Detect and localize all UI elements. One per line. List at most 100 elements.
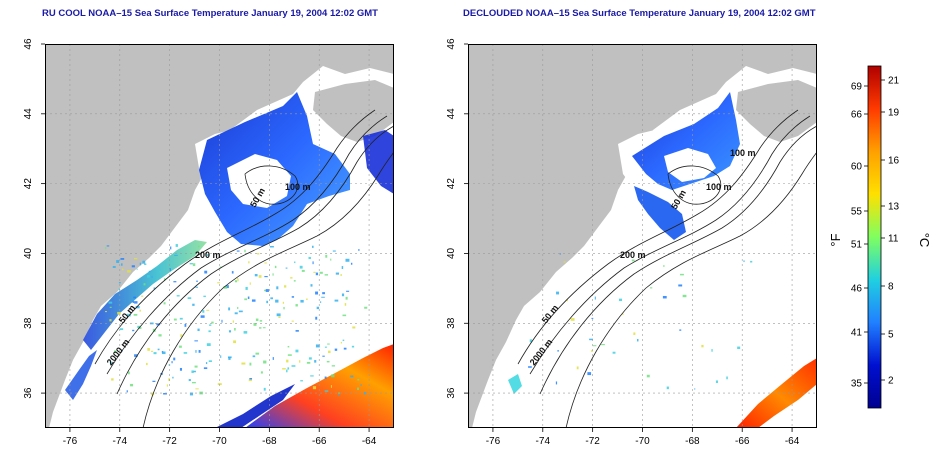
- sst-pixel: [253, 323, 257, 326]
- sst-pixel: [206, 254, 210, 257]
- sst-pixel: [618, 298, 623, 302]
- sst-pixel: [315, 344, 320, 348]
- sst-pixel: [183, 352, 188, 354]
- sst-pixel: [133, 296, 136, 299]
- sst-pixel: [327, 343, 330, 345]
- sst-pixel: [737, 346, 741, 349]
- gulf-stream-edge: [215, 384, 295, 428]
- sst-pixel: [208, 360, 212, 362]
- x-tick-label: -66: [312, 436, 327, 447]
- celsius-tick-label: 11: [888, 234, 899, 245]
- sst-pixel: [105, 311, 107, 313]
- sst-pixel: [343, 347, 347, 350]
- sst-pixel: [234, 280, 238, 283]
- y-tick-label: 42: [23, 178, 34, 190]
- sst-pixel: [153, 287, 156, 290]
- sst-pixel: [335, 272, 339, 275]
- sst-pixel: [188, 379, 191, 382]
- y-tick-label: 40: [446, 247, 457, 259]
- sst-pixel: [264, 262, 267, 264]
- south-shelf-sst: [65, 350, 97, 400]
- contour-label: 100 m: [285, 182, 311, 192]
- sst-pixel: [680, 273, 684, 276]
- sst-pixel: [286, 359, 289, 363]
- sst-pixel: [143, 283, 146, 286]
- sst-pixel: [326, 360, 330, 363]
- sst-pixel: [221, 319, 223, 323]
- sst-pixel: [264, 276, 268, 278]
- sst-pixel: [203, 367, 208, 370]
- contour-2000m: [142, 151, 394, 428]
- contour-200m: [539, 125, 817, 395]
- sst-pixel: [324, 346, 327, 348]
- sst-pixel: [142, 260, 146, 264]
- contour-label: 100 m: [730, 148, 756, 158]
- sst-pixel: [211, 321, 214, 324]
- sst-pixel: [120, 258, 125, 260]
- y-tick-label: 36: [23, 387, 34, 399]
- sst-pixel: [316, 306, 320, 310]
- sst-pixel: [563, 261, 566, 263]
- rucool-map-title: RU COOL NOAA–15 Sea Surface Temperature …: [42, 8, 378, 19]
- sst-pixel: [310, 284, 313, 287]
- sst-pixel: [529, 339, 533, 343]
- sst-pixel: [715, 380, 718, 383]
- gulf-of-maine-interior: [227, 154, 291, 208]
- sst-pixel: [173, 318, 177, 321]
- sst-pixel: [694, 388, 696, 390]
- sst-pixel: [272, 273, 274, 276]
- sst-pixel: [342, 314, 347, 317]
- sst-pixel: [132, 329, 135, 332]
- contour-bank: [667, 165, 722, 205]
- offshore-blue-patch: [363, 130, 394, 194]
- sst-pixel: [118, 282, 121, 284]
- sst-pixel: [306, 361, 311, 364]
- sst-pixel: [220, 355, 222, 358]
- sst-pixel: [633, 332, 636, 335]
- sst-pixel: [357, 387, 359, 391]
- x-tick-label: -76: [486, 436, 501, 447]
- x-tick-label: -68: [262, 436, 277, 447]
- y-tick-label: 40: [23, 247, 34, 259]
- sst-pixel: [576, 366, 579, 370]
- grid-lines: [468, 44, 817, 428]
- bathymetry-contours: [517, 109, 817, 428]
- sst-pixel: [194, 365, 198, 368]
- y-tick-label: 46: [446, 38, 457, 50]
- sst-pixel: [364, 306, 368, 309]
- sst-pixel: [332, 250, 336, 252]
- sst-pixel: [259, 320, 263, 322]
- sst-pixel: [285, 267, 288, 269]
- sst-pixel: [315, 316, 318, 320]
- sst-pixel: [315, 291, 319, 295]
- sst-pixel: [312, 261, 314, 265]
- celsius-tick-label: 13: [888, 202, 900, 213]
- sst-pixel: [272, 357, 274, 360]
- sst-pixel: [170, 246, 172, 250]
- sst-pixel: [570, 318, 575, 321]
- sst-pixel: [179, 317, 183, 320]
- sst-pixel: [191, 381, 196, 384]
- sst-pixel: [217, 282, 221, 284]
- sst-pixel: [528, 366, 532, 368]
- sst-pixel: [300, 299, 304, 303]
- sst-speckle-layer: [528, 253, 753, 390]
- colorbar-scale: [867, 65, 882, 409]
- sst-pixel: [114, 350, 117, 353]
- sst-pixel: [594, 296, 596, 300]
- sst-pixel: [175, 244, 178, 247]
- sst-pixel: [254, 274, 258, 277]
- sst-pixel: [244, 249, 246, 253]
- sst-pixel: [238, 310, 243, 313]
- x-tick-label: -72: [162, 436, 177, 447]
- sst-pixel: [198, 350, 201, 353]
- sst-pixel: [193, 370, 196, 373]
- sst-pixel: [247, 296, 250, 299]
- contour-2000m: [565, 151, 817, 428]
- sst-pixel: [287, 367, 290, 370]
- sst-pixel: [276, 286, 279, 290]
- sst-pixel: [249, 378, 253, 380]
- sst-pixel: [197, 328, 200, 332]
- sst-pixel: [342, 339, 345, 341]
